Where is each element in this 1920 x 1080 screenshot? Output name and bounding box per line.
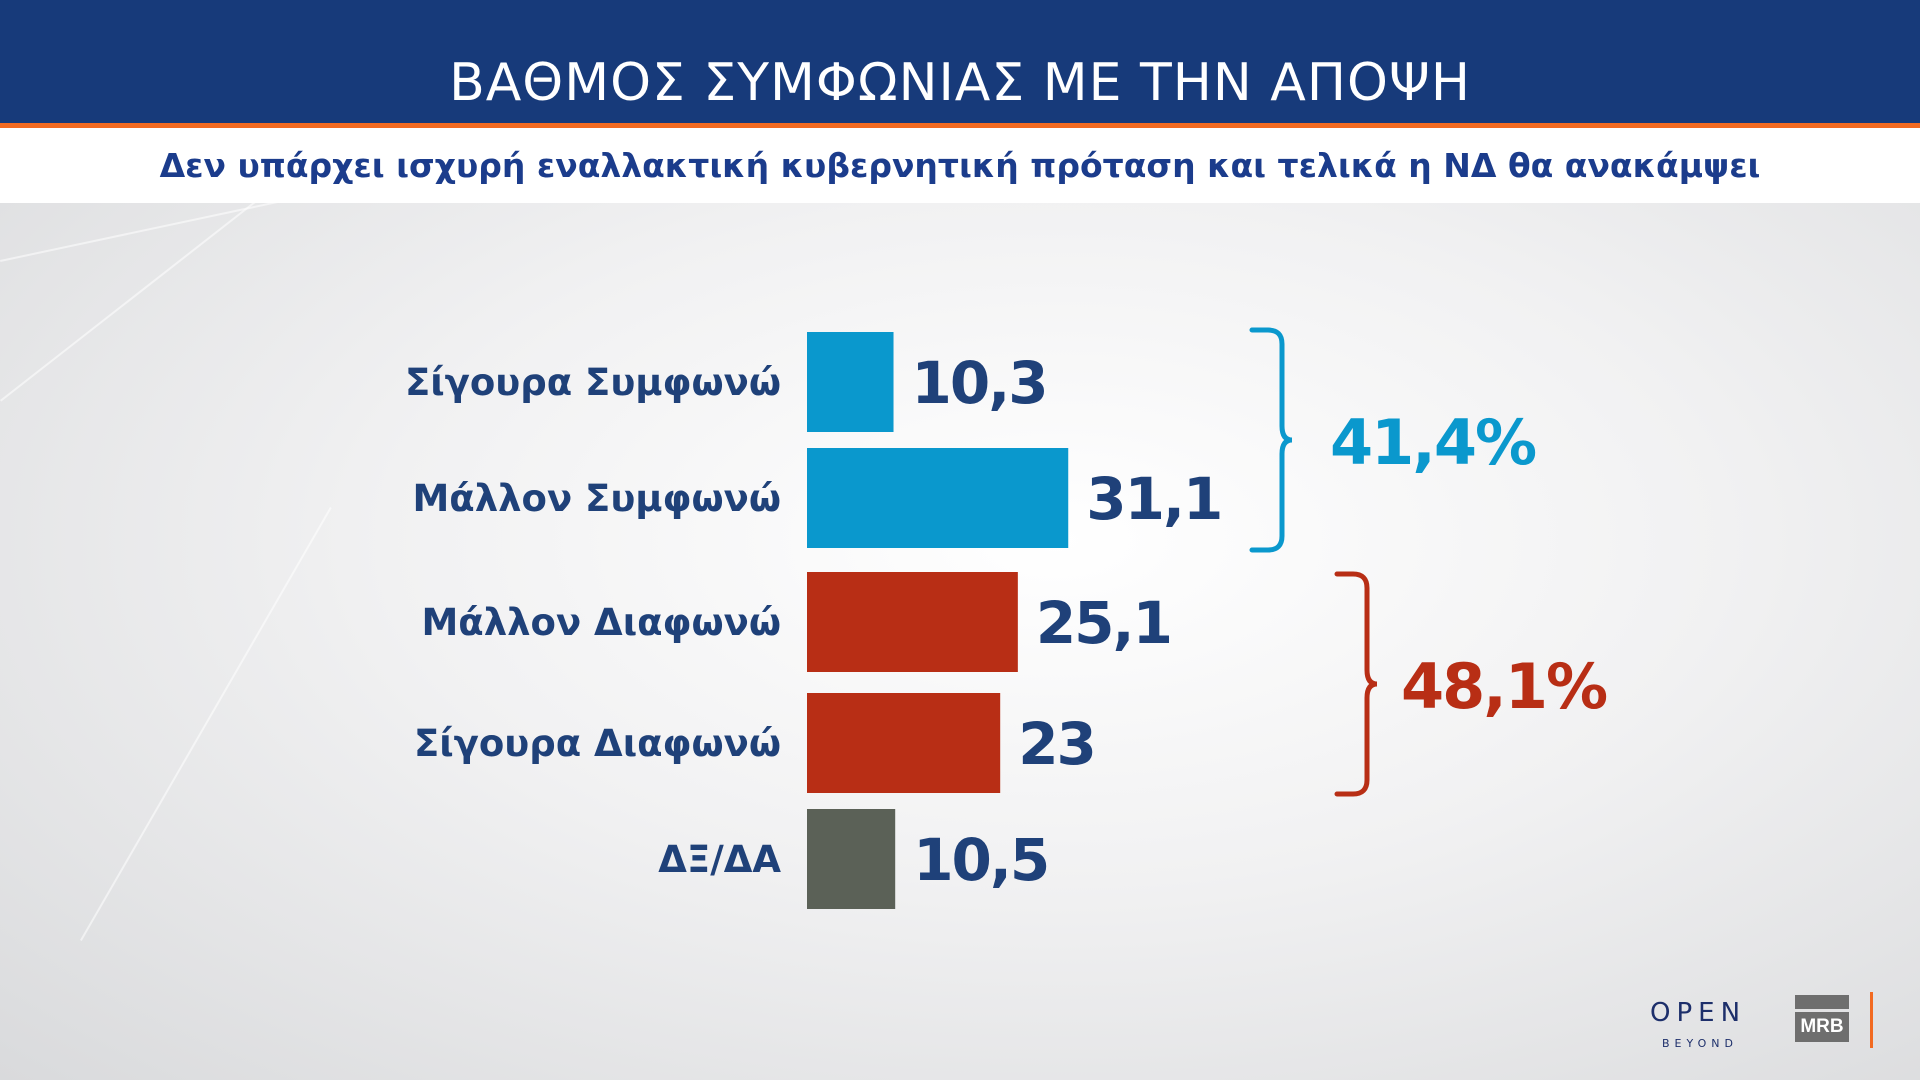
value-label: 10,5 xyxy=(913,826,1048,894)
category-label: Μάλλον Διαφωνώ xyxy=(421,601,781,644)
open-logo-subtitle: BEYOND xyxy=(1662,1037,1738,1050)
group-total-label: 41,4% xyxy=(1330,406,1536,479)
category-label: Μάλλον Συμφωνώ xyxy=(412,477,781,520)
subtitle-band xyxy=(0,128,1920,203)
bar xyxy=(807,332,894,432)
value-label: 10,3 xyxy=(912,349,1047,417)
bar xyxy=(807,448,1069,548)
category-label: ΔΞ/ΔΑ xyxy=(658,838,781,881)
mrb-logo-bar xyxy=(1795,995,1849,1009)
logo-separator xyxy=(1870,992,1873,1048)
page-title: ΒΑΘΜΟΣ ΣΥΜΦΩΝΙΑΣ ΜΕ ΤΗΝ ΑΠΟΨΗ xyxy=(449,53,1471,113)
bar xyxy=(807,809,896,909)
group-total-label: 48,1% xyxy=(1401,650,1607,723)
logos: OPEN BEYOND MRB xyxy=(1650,992,1880,1055)
value-label: 23 xyxy=(1018,710,1095,778)
value-label: 31,1 xyxy=(1086,465,1221,533)
bar xyxy=(807,693,1001,793)
category-label: Σίγουρα Διαφωνώ xyxy=(414,722,781,765)
accent-divider xyxy=(0,123,1920,128)
title-bar xyxy=(0,0,1920,123)
group-bracket xyxy=(1249,327,1293,553)
open-logo: OPEN xyxy=(1650,998,1747,1028)
category-label: Σίγουρα Συμφωνώ xyxy=(405,361,781,404)
group-bracket xyxy=(1334,571,1378,797)
value-label: 25,1 xyxy=(1036,589,1171,657)
page-subtitle: Δεν υπάρχει ισχυρή εναλλακτική κυβερνητι… xyxy=(159,146,1761,185)
mrb-logo: MRB xyxy=(1795,995,1849,1042)
mrb-logo-text: MRB xyxy=(1795,1012,1849,1042)
bar xyxy=(807,572,1018,672)
